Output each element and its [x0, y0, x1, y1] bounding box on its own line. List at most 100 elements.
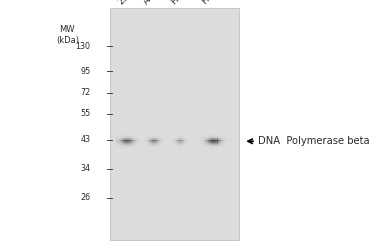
- Bar: [224, 147, 225, 148]
- Bar: [160, 145, 161, 146]
- Bar: [116, 138, 117, 139]
- Bar: [209, 140, 210, 141]
- Bar: [205, 140, 206, 141]
- Bar: [222, 141, 223, 142]
- Bar: [225, 140, 226, 141]
- Bar: [206, 135, 207, 136]
- Bar: [214, 147, 215, 148]
- Bar: [159, 134, 160, 135]
- Bar: [121, 135, 122, 136]
- Bar: [151, 134, 152, 135]
- Bar: [151, 145, 152, 146]
- Bar: [218, 148, 219, 149]
- Bar: [163, 144, 164, 145]
- Bar: [222, 148, 223, 149]
- Bar: [135, 143, 136, 144]
- Bar: [143, 146, 144, 147]
- Bar: [138, 146, 139, 147]
- Bar: [200, 143, 201, 144]
- Bar: [142, 147, 143, 148]
- Bar: [225, 137, 226, 138]
- Bar: [129, 134, 130, 135]
- Bar: [217, 140, 218, 141]
- Bar: [139, 136, 140, 137]
- Bar: [216, 141, 217, 142]
- Bar: [134, 142, 135, 143]
- Bar: [217, 134, 218, 135]
- Bar: [112, 145, 113, 146]
- Bar: [123, 147, 124, 148]
- Bar: [163, 146, 164, 147]
- Bar: [201, 144, 202, 145]
- Bar: [164, 145, 165, 146]
- Bar: [227, 145, 228, 146]
- Bar: [140, 144, 141, 145]
- Bar: [133, 146, 134, 147]
- Bar: [150, 138, 151, 139]
- Bar: [145, 138, 146, 139]
- Bar: [206, 146, 207, 147]
- Bar: [138, 145, 139, 146]
- Bar: [158, 134, 159, 135]
- Bar: [148, 135, 149, 136]
- Bar: [198, 147, 199, 148]
- Bar: [120, 134, 121, 135]
- Bar: [154, 136, 155, 137]
- Bar: [219, 142, 220, 143]
- Bar: [205, 134, 206, 135]
- Bar: [126, 142, 127, 143]
- Bar: [131, 145, 132, 146]
- Bar: [129, 148, 130, 149]
- Bar: [225, 146, 226, 147]
- Bar: [229, 138, 230, 139]
- Bar: [150, 145, 151, 146]
- Bar: [222, 136, 223, 137]
- Bar: [158, 140, 159, 141]
- Bar: [133, 142, 134, 143]
- Bar: [205, 145, 206, 146]
- Bar: [206, 148, 207, 149]
- Bar: [131, 138, 132, 139]
- Bar: [224, 140, 225, 141]
- Bar: [165, 137, 166, 138]
- Bar: [122, 147, 123, 148]
- Bar: [218, 141, 219, 142]
- Bar: [223, 136, 224, 137]
- Bar: [120, 134, 121, 135]
- Bar: [122, 146, 123, 147]
- Bar: [161, 137, 162, 138]
- Bar: [143, 137, 144, 138]
- Bar: [116, 148, 117, 149]
- Bar: [140, 140, 141, 141]
- Bar: [125, 145, 126, 146]
- Bar: [133, 139, 134, 140]
- Bar: [225, 144, 226, 145]
- Bar: [138, 143, 139, 144]
- Bar: [162, 136, 163, 137]
- Bar: [203, 137, 204, 138]
- Bar: [204, 138, 205, 139]
- Bar: [142, 144, 143, 145]
- Bar: [210, 148, 211, 149]
- Bar: [213, 148, 214, 149]
- Bar: [142, 134, 143, 135]
- Bar: [224, 135, 225, 136]
- Bar: [137, 148, 138, 149]
- Bar: [122, 138, 123, 139]
- Bar: [126, 138, 127, 139]
- Bar: [199, 147, 200, 148]
- Bar: [141, 146, 142, 147]
- Bar: [228, 146, 229, 147]
- Bar: [155, 145, 156, 146]
- Bar: [146, 145, 147, 146]
- Bar: [222, 142, 223, 143]
- Bar: [157, 134, 158, 135]
- Bar: [124, 146, 125, 147]
- Bar: [140, 134, 141, 135]
- Bar: [221, 146, 222, 147]
- Bar: [148, 137, 149, 138]
- Bar: [227, 144, 228, 145]
- Bar: [203, 135, 204, 136]
- Bar: [155, 139, 156, 140]
- Bar: [165, 136, 166, 137]
